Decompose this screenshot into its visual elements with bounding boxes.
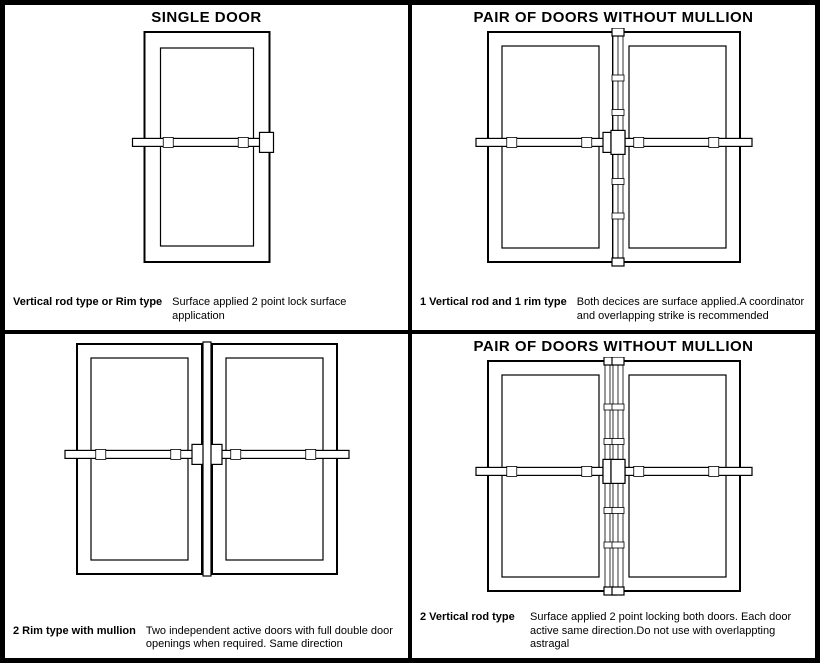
panel-drawing <box>13 28 400 292</box>
caption-right: Surface applied 2 point lock surface app… <box>172 296 400 324</box>
caption-left: 1 Vertical rod and 1 rim type <box>420 296 567 324</box>
panel-caption: 1 Vertical rod and 1 rim type Both decic… <box>420 296 807 324</box>
panel-caption: 2 Vertical rod type Surface applied 2 po… <box>420 611 807 652</box>
panel-drawing <box>420 28 807 292</box>
panel-drawing <box>420 357 807 607</box>
panel-title: SINGLE DOOR <box>13 9 400 26</box>
panel-2: 2 Rim type with mullion Two independent … <box>3 332 410 661</box>
caption-right: Two independent active doors with full d… <box>146 625 400 653</box>
caption-right: Both decices are surface applied.A coord… <box>577 296 807 324</box>
panel-3: PAIR OF DOORS WITHOUT MULLION 2 Vertical… <box>410 332 817 661</box>
panel-grid: SINGLE DOOR Vertical rod type or Rim typ… <box>0 0 820 663</box>
caption-right: Surface applied 2 point locking both doo… <box>530 611 807 652</box>
panel-title: PAIR OF DOORS WITHOUT MULLION <box>420 9 807 26</box>
caption-left: 2 Rim type with mullion <box>13 625 136 653</box>
panel-0: SINGLE DOOR Vertical rod type or Rim typ… <box>3 3 410 332</box>
caption-left: 2 Vertical rod type <box>420 611 520 652</box>
caption-left: Vertical rod type or Rim type <box>13 296 162 324</box>
panel-caption: 2 Rim type with mullion Two independent … <box>13 625 400 653</box>
panel-caption: Vertical rod type or Rim type Surface ap… <box>13 296 400 324</box>
panel-drawing <box>13 340 400 621</box>
panel-title: PAIR OF DOORS WITHOUT MULLION <box>420 338 807 355</box>
panel-1: PAIR OF DOORS WITHOUT MULLION 1 Vertical… <box>410 3 817 332</box>
